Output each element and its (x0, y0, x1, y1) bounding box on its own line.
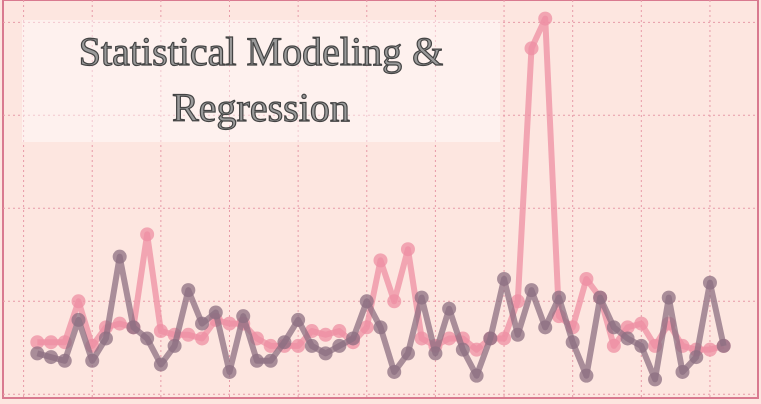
data-point (263, 338, 278, 353)
data-point (126, 320, 141, 335)
data-point (442, 331, 457, 346)
data-point (510, 294, 525, 309)
data-point (497, 331, 512, 346)
data-point (57, 353, 72, 368)
data-point (291, 312, 306, 327)
data-point (85, 353, 100, 368)
data-point (98, 331, 113, 346)
data-point (236, 309, 251, 324)
data-point (606, 338, 621, 353)
data-point (44, 335, 59, 350)
data-point (140, 331, 155, 346)
data-point (675, 364, 690, 379)
data-point (579, 271, 594, 286)
data-point (181, 283, 196, 298)
data-point (689, 350, 704, 365)
data-point (387, 294, 402, 309)
data-point (263, 353, 278, 368)
data-point (30, 335, 45, 350)
data-point (469, 342, 484, 357)
data-point (195, 331, 210, 346)
data-point (71, 312, 86, 327)
data-point (538, 11, 553, 26)
data-point (634, 316, 649, 331)
data-point (469, 368, 484, 383)
data-point (249, 353, 264, 368)
data-point (551, 290, 566, 305)
data-point (195, 316, 210, 331)
data-point (181, 327, 196, 342)
data-point (140, 227, 155, 242)
data-point (153, 357, 168, 372)
data-point (414, 331, 429, 346)
data-point (455, 342, 470, 357)
data-point (373, 253, 388, 268)
data-point (291, 338, 306, 353)
data-point (702, 275, 717, 290)
chart-title: Statistical Modeling & Regression (22, 20, 500, 142)
data-point (524, 41, 539, 56)
data-point (620, 320, 635, 335)
data-point (606, 320, 621, 335)
data-point (442, 301, 457, 316)
data-point (304, 338, 319, 353)
data-point (634, 338, 649, 353)
data-point (277, 335, 292, 350)
data-point (400, 242, 415, 257)
data-point (716, 338, 731, 353)
data-point (30, 346, 45, 361)
data-point (208, 305, 223, 320)
data-point (538, 320, 553, 335)
data-point (222, 316, 237, 331)
data-point (346, 331, 361, 346)
data-point (373, 320, 388, 335)
data-point (44, 350, 59, 365)
data-point (648, 372, 663, 387)
data-point (620, 331, 635, 346)
data-point (222, 364, 237, 379)
data-point (318, 327, 333, 342)
data-point (167, 338, 182, 353)
data-point (702, 342, 717, 357)
data-point (359, 320, 374, 335)
data-point (593, 290, 608, 305)
data-point (332, 324, 347, 339)
data-point (332, 338, 347, 353)
data-point (524, 283, 539, 298)
data-point (112, 316, 127, 331)
data-point (661, 290, 676, 305)
data-point (318, 346, 333, 361)
data-point (153, 324, 168, 339)
data-point (483, 331, 498, 346)
data-point (428, 346, 443, 361)
data-point (71, 294, 86, 309)
data-point (400, 346, 415, 361)
data-point (565, 335, 580, 350)
data-point (414, 290, 429, 305)
data-point (387, 364, 402, 379)
data-point (497, 271, 512, 286)
data-point (510, 327, 525, 342)
data-point (359, 294, 374, 309)
data-point (579, 368, 594, 383)
data-point (112, 249, 127, 264)
